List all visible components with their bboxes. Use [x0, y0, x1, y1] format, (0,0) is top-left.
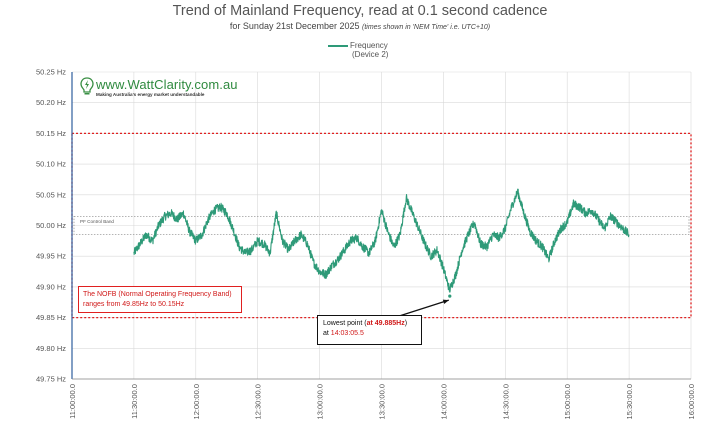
lowest-point-annotation: Lowest point (at 49.885Hz) at 14:03:05.5: [317, 315, 422, 345]
bulb-icon: [80, 77, 94, 95]
legend: Frequency (Device 2): [328, 41, 388, 59]
x-tick-label: 12:30:00.0: [254, 384, 263, 419]
y-tick-label: 49.90 Hz: [36, 282, 66, 291]
lowest-arrow-head: [442, 299, 449, 305]
lowest-at: at: [323, 330, 331, 337]
y-tick-label: 50.10 Hz: [36, 160, 66, 169]
nofb-annotation: The NOFB (Normal Operating Frequency Ban…: [78, 286, 242, 313]
y-tick-label: 49.80 Hz: [36, 344, 66, 353]
legend-sublabel: (Device 2): [352, 50, 389, 59]
subtitle-text: for Sunday 21st December 2025: [229, 21, 360, 31]
x-tick-label: 15:30:00.0: [625, 384, 634, 419]
chart-title: Trend of Mainland Frequency, read at 0.1…: [172, 3, 548, 19]
nofb-line1: The NOFB (Normal Operating Frequency Ban…: [83, 291, 232, 298]
y-tick-label: 49.75 Hz: [36, 375, 66, 384]
chart-subtitle: for Sunday 21st December 2025 (times sho…: [0, 21, 720, 31]
logo-brand: www.WattClarity.com.au: [96, 77, 238, 92]
x-tick-label: 13:00:00.0: [316, 384, 325, 419]
y-tick-label: 50.00 Hz: [36, 221, 66, 230]
nofb-line2: ranges from 49.85Hz to 50.15Hz: [83, 301, 185, 308]
x-tick-label: 14:00:00.0: [439, 384, 448, 419]
x-tick-label: 12:00:00.0: [192, 384, 201, 419]
lowest-suffix: ): [404, 320, 408, 327]
subtitle-note: (times shown in 'NEM Time' i.e. UTC+10): [362, 24, 491, 31]
y-tick-label: 49.95 Hz: [36, 252, 66, 261]
pf-control-band-label: PF Control Band: [80, 219, 114, 224]
logo-tagline: Making Australia's energy market underst…: [96, 92, 205, 97]
y-tick-labels: 49.75 Hz 49.80 Hz 49.85 Hz 49.90 Hz 49.95 Hz…: [36, 68, 66, 384]
y-tick-label: 50.15 Hz: [36, 129, 66, 138]
series-group: [133, 188, 630, 298]
lowest-time: 14:03:05.5: [330, 330, 364, 337]
lowest-point-marker: [448, 294, 452, 298]
x-tick-labels: 11:00:00.0 11:30:00.0 12:00:00.0 12:30:00.0…: [68, 384, 696, 419]
y-tick-label: 49.85 Hz: [36, 313, 66, 322]
lowest-prefix: Lowest point (: [323, 320, 367, 327]
x-tick-label: 16:00:00.0: [687, 384, 696, 419]
legend-label: Frequency: [350, 41, 388, 50]
x-tick-label: 14:30:00.0: [501, 384, 510, 419]
lowest-value: at 49.885Hz: [366, 320, 405, 327]
axes: [71, 72, 691, 380]
x-tick-label: 11:30:00.0: [130, 384, 139, 419]
frequency-series-line: [133, 188, 630, 293]
legend-swatch: [328, 44, 348, 47]
x-tick-label: 15:00:00.0: [563, 384, 572, 419]
y-tick-label: 50.05 Hz: [36, 190, 66, 199]
x-tick-label: 13:30:00.0: [378, 384, 387, 419]
pf-control-band: [73, 215, 690, 236]
x-tick-label: 11:00:00.0: [68, 384, 77, 419]
y-tick-label: 50.25 Hz: [36, 68, 66, 77]
y-tick-label: 50.20 Hz: [36, 98, 66, 107]
